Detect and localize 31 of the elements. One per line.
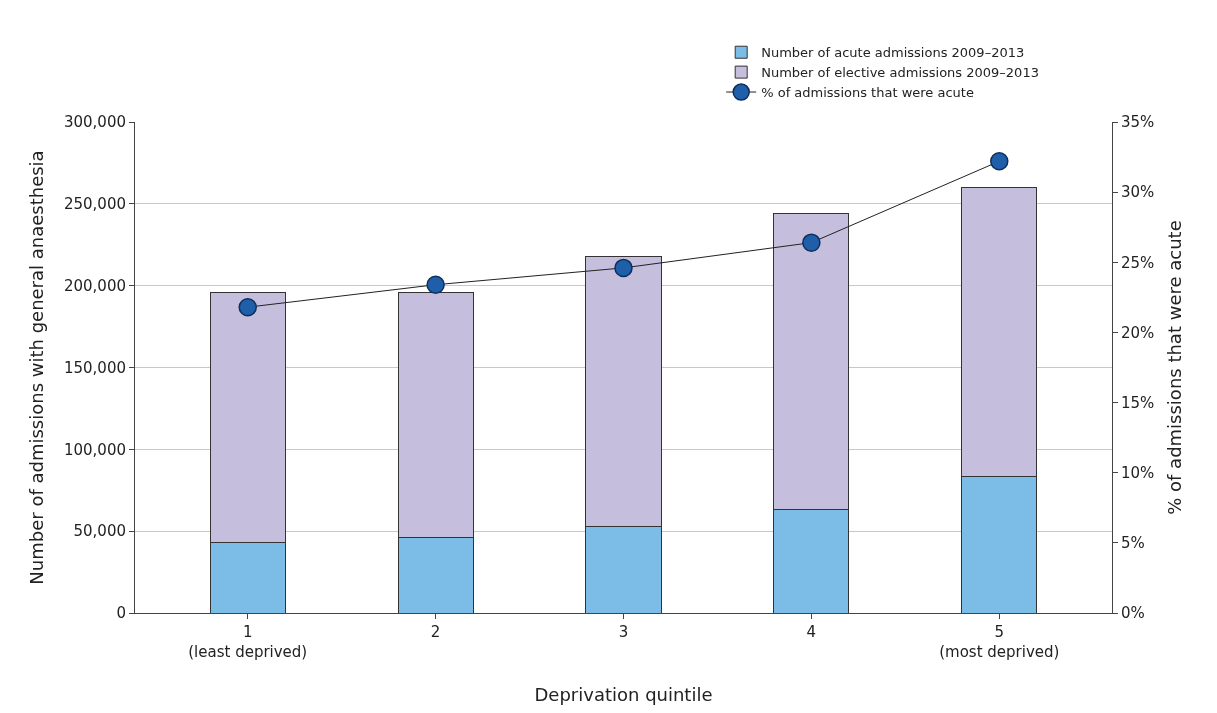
x-tick-label: 4 [806,623,817,641]
y-tick-label: 200,000 [63,276,126,295]
x-tick-label: 5 (most deprived) [939,623,1060,661]
x-tick-label: 2 [430,623,441,641]
point [990,152,1009,171]
y-tick-label: 50,000 [73,522,126,541]
y-tick-label: 300,000 [63,113,126,132]
y2-tick-label: 15% [1121,393,1155,412]
point [614,258,633,278]
point [426,275,445,294]
y2-tick-label: 10% [1121,463,1155,482]
y2-tick-label: 20% [1121,323,1155,342]
y2-tick-label: 0% [1121,604,1145,623]
legend-label: Number of elective admissions 2009–2013 [761,65,1039,81]
y2-tick-label: 25% [1121,253,1155,272]
y-axis-title: Number of admissions with general anaesthesia [26,150,48,585]
y2-tick-label: 35% [1121,113,1155,132]
y-tick-label: 150,000 [63,358,126,377]
y-tick-label: 100,000 [63,440,126,459]
y-tick-label: 0 [116,604,126,623]
y2-tick-label: 30% [1121,183,1155,202]
x-tick-label: 3 [618,623,629,641]
legend-label: % of admissions that were acute [761,85,974,101]
point [802,233,821,252]
y2-axis-title: % of admissions that were acute [1164,220,1186,515]
y2-tick-label: 5% [1121,534,1145,553]
y-tick-label: 250,000 [63,195,126,214]
x-tick-label: 1 (least deprived) [188,623,308,661]
point [238,297,257,317]
legend-label: Number of acute admissions 2009–2013 [761,45,1025,61]
x-axis-title: Deprivation quintile [534,683,713,705]
